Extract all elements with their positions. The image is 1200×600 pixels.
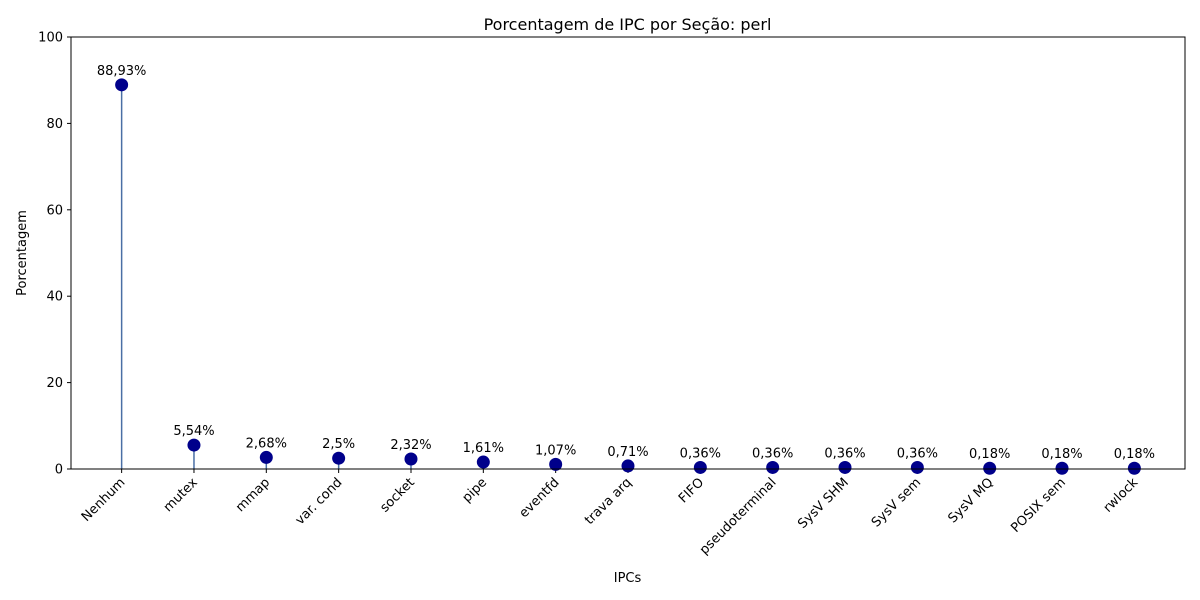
marker <box>983 461 997 475</box>
x-tick-label: Nenhum <box>79 475 129 525</box>
marker <box>621 459 635 473</box>
marker <box>1127 461 1141 475</box>
x-axis-label: IPCs <box>614 571 642 586</box>
data-label: 0,18% <box>1114 447 1155 462</box>
x-tick-label: rwlock <box>1101 475 1142 516</box>
marker <box>1055 461 1069 475</box>
x-tick-label: POSIX sem <box>1008 475 1069 536</box>
x-tick-label: pseudoterminal <box>697 475 780 558</box>
marker <box>693 460 707 474</box>
data-label: 88,93% <box>97 64 147 79</box>
marker <box>766 460 780 474</box>
data-label: 2,5% <box>322 437 355 452</box>
marker <box>259 450 273 464</box>
marker <box>910 460 924 474</box>
y-tick-label: 100 <box>38 31 63 46</box>
stems <box>120 84 1136 469</box>
data-label: 0,18% <box>1041 447 1082 462</box>
marker <box>476 455 490 469</box>
data-label: 1,07% <box>535 443 576 458</box>
marker <box>549 457 563 471</box>
data-label: 0,71% <box>607 445 648 460</box>
marker <box>187 438 201 452</box>
x-tick-label: var. cond <box>293 475 346 528</box>
x-tick-label: SysV SHM <box>795 475 852 532</box>
marker <box>838 460 852 474</box>
plot-frame <box>70 36 1186 470</box>
y-tick-label: 0 <box>55 463 63 478</box>
x-tick-label: SysV sem <box>869 475 924 530</box>
y-tick-label: 80 <box>46 117 63 132</box>
x-tick-label: socket <box>377 475 417 515</box>
data-labels: 88,93% 5,54% 2,68% 2,5% 2,32% 1,61% 1,07% 0,71%… <box>97 64 1155 462</box>
x-axis-ticks: Nenhum mutex mmap var. cond socket pipe eventf… <box>79 469 1142 558</box>
y-tick-label: 60 <box>46 203 63 218</box>
marker <box>404 452 418 466</box>
y-tick-label: 40 <box>46 290 63 305</box>
data-label: 1,61% <box>463 441 504 456</box>
data-label: 2,68% <box>246 436 287 451</box>
x-tick-label: trava arq <box>582 475 635 528</box>
data-label: 0,18% <box>969 447 1010 462</box>
data-label: 0,36% <box>897 446 938 461</box>
markers <box>115 78 1141 475</box>
x-tick-label: pipe <box>460 475 490 505</box>
data-label: 2,32% <box>390 438 431 453</box>
data-label: 5,54% <box>173 424 214 439</box>
x-tick-label: mmap <box>233 475 273 515</box>
data-label: 0,36% <box>824 446 865 461</box>
x-tick-label: eventfd <box>517 475 563 521</box>
data-label: 0,36% <box>752 446 793 461</box>
marker <box>115 78 129 92</box>
x-tick-label: SysV MQ <box>945 475 996 526</box>
x-tick-label: FIFO <box>676 475 707 506</box>
y-axis-label: Porcentagem <box>15 210 30 296</box>
marker <box>332 451 346 465</box>
data-label: 0,36% <box>680 446 721 461</box>
y-axis-ticks: 0 20 40 60 80 100 <box>38 31 71 478</box>
y-tick-label: 20 <box>46 376 63 391</box>
x-tick-label: mutex <box>161 475 201 515</box>
chart-title: Porcentagem de IPC por Seção: perl <box>484 15 772 34</box>
